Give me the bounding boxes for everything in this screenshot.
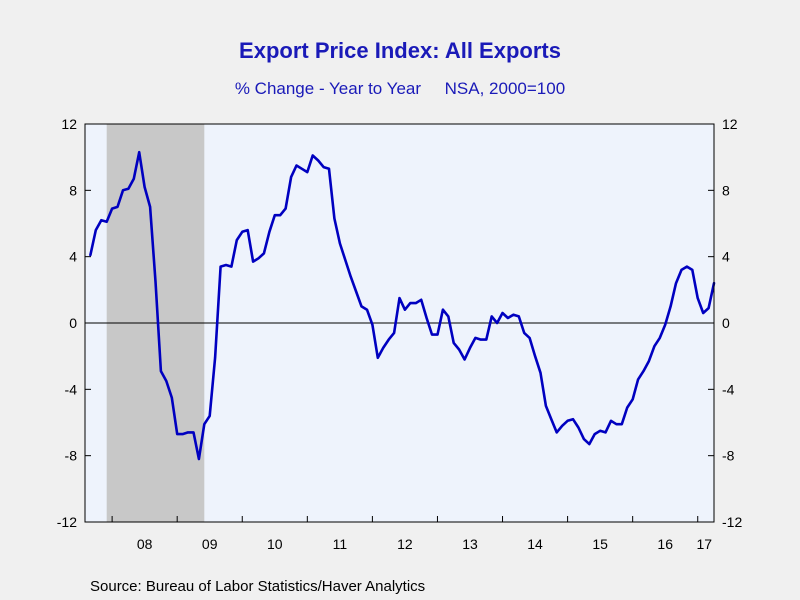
y-tick-label-left: -4: [65, 381, 78, 397]
y-tick-label-left: 8: [69, 182, 77, 198]
x-tick-label: 11: [333, 536, 348, 552]
y-tick-label-left: 4: [69, 249, 77, 265]
series-line: [89, 150, 716, 461]
y-tick-label-right: -4: [722, 381, 735, 397]
y-tick-label-left: -12: [57, 514, 77, 530]
x-tick-label: 16: [657, 536, 673, 552]
x-tick-label: 10: [267, 536, 283, 552]
x-tick-label: 08: [137, 536, 153, 552]
y-tick-label-right: 8: [722, 182, 730, 198]
y-tick-label-right: 0: [722, 315, 730, 331]
y-tick-label-right: -8: [722, 448, 735, 464]
x-tick-label: 09: [202, 536, 218, 552]
x-tick-label: 12: [397, 536, 413, 552]
y-tick-label-right: 4: [722, 249, 730, 265]
y-tick-label-left: 12: [61, 116, 77, 132]
y-tick-label-left: -8: [65, 448, 78, 464]
plot-frame: [84, 123, 715, 523]
source-note: Source: Bureau of Labor Statistics/Haver…: [90, 578, 426, 595]
x-tick-label: 14: [527, 536, 543, 552]
y-tick-label-right: 12: [722, 116, 738, 132]
chart-subtitle: % Change - Year to Year NSA, 2000=100: [234, 79, 566, 98]
x-tick-label: 15: [592, 536, 608, 552]
x-tick-label: 17: [696, 536, 712, 552]
y-tick-label-left: 0: [69, 315, 77, 331]
chart-title: Export Price Index: All Exports: [239, 38, 561, 63]
y-tick-label-right: -12: [722, 514, 742, 530]
x-tick-label: 13: [462, 536, 478, 552]
